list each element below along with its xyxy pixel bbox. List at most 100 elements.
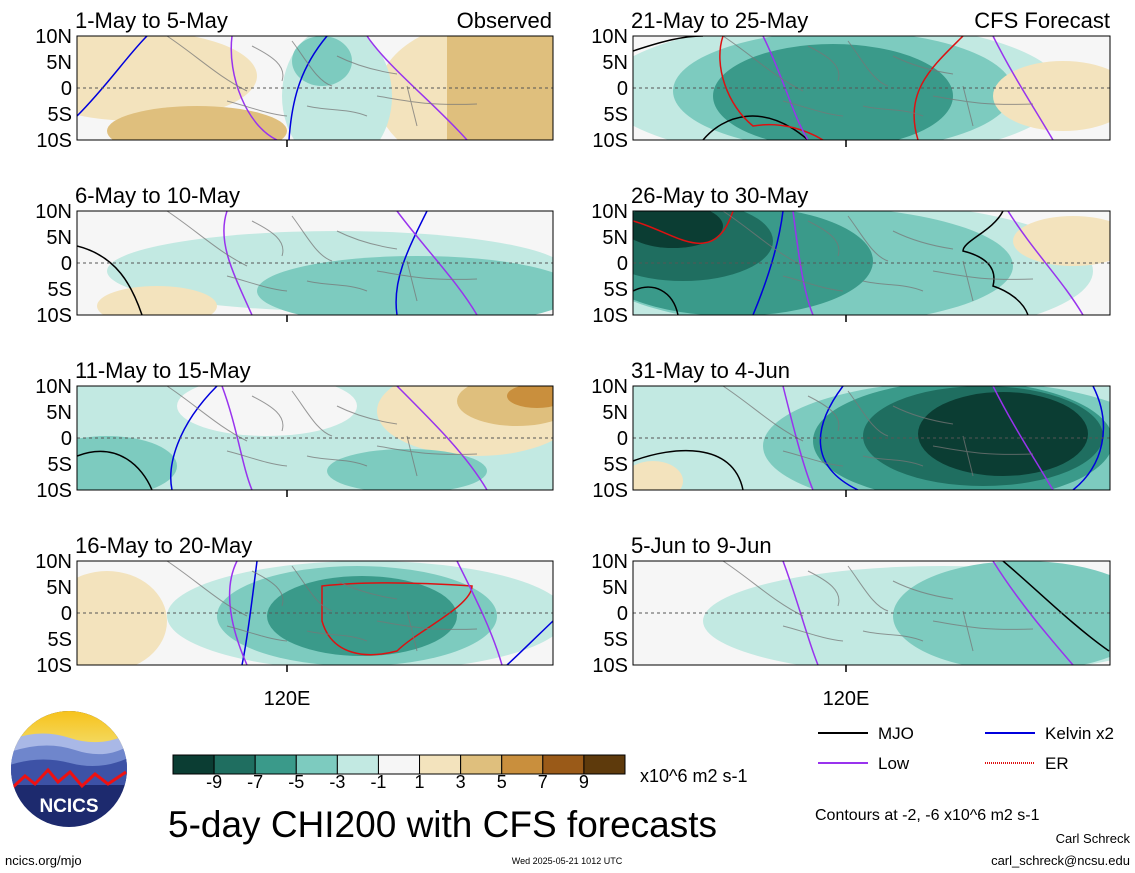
footer-email: carl_schreck@ncsu.edu — [991, 853, 1130, 868]
contour-note: Contours at -2, -6 x10^6 m2 s-1 — [815, 807, 1040, 824]
map-panel — [76, 35, 554, 147]
legend-label-low: Low — [878, 754, 910, 773]
colorbar-swatch — [419, 754, 462, 775]
lat-tick-label: 0 — [617, 428, 628, 450]
lat-tick-label: 5N — [602, 52, 628, 74]
lat-tick-label: 5N — [46, 227, 72, 249]
lat-tick-label: 10N — [35, 551, 72, 573]
lat-tick-label: 0 — [617, 253, 628, 275]
panel-title: 11-May to 15-May — [75, 358, 251, 383]
colorbar-tick-label: -1 — [370, 772, 386, 792]
colorbar-tick-label: 5 — [497, 772, 507, 792]
footer-author: Carl Schreck — [1056, 831, 1131, 846]
lat-tick-label: 10N — [35, 26, 72, 48]
lon-label-right: 120E — [823, 688, 870, 710]
lat-tick-label: 10S — [36, 480, 72, 502]
lat-tick-label: 5S — [48, 104, 72, 126]
lat-tick-label: 10S — [592, 655, 628, 677]
colorbar-tick-label: -5 — [288, 772, 304, 792]
footer-timestamp: Wed 2025-05-21 1012 UTC — [512, 856, 623, 866]
panel-title: 26-May to 30-May — [631, 183, 808, 208]
lat-tick-label: 10N — [35, 376, 72, 398]
lat-tick-label: 10S — [592, 130, 628, 152]
panels-layer — [76, 35, 1111, 672]
colorbar-swatch — [460, 754, 503, 775]
lat-tick-label: 10S — [592, 305, 628, 327]
colorbar-units: x10^6 m2 s-1 — [640, 766, 748, 786]
colorbar-swatch — [501, 754, 544, 775]
lat-tick-label: 0 — [61, 603, 72, 625]
panel-frame — [76, 385, 554, 491]
panel-frame — [632, 385, 1111, 491]
map-panel — [632, 560, 1111, 672]
lat-tick-label: 5N — [602, 577, 628, 599]
main-title: 5-day CHI200 with CFS forecasts — [168, 804, 717, 845]
lat-tick-label: 5S — [604, 629, 628, 651]
lat-tick-label: 10N — [35, 201, 72, 223]
lat-tick-label: 10N — [591, 551, 628, 573]
panel-title: 21-May to 25-May — [631, 8, 808, 33]
observed-label: Observed — [457, 8, 552, 33]
map-panel — [76, 560, 554, 672]
colorbar-swatch — [542, 754, 585, 775]
map-panel — [76, 385, 554, 497]
lat-tick-label: 0 — [61, 428, 72, 450]
lat-tick-label: 0 — [61, 78, 72, 100]
logo-text: NCICS — [39, 796, 98, 817]
lat-tick-label: 5N — [46, 402, 72, 424]
lat-tick-label: 5N — [602, 227, 628, 249]
lat-tick-label: 5S — [48, 279, 72, 301]
lat-tick-label: 5S — [48, 454, 72, 476]
legend-label-mjo: MJO — [878, 724, 914, 743]
lat-tick-label: 5S — [604, 279, 628, 301]
panel-frame — [76, 35, 554, 141]
panel-frame — [76, 560, 554, 666]
lat-tick-label: 0 — [617, 78, 628, 100]
lat-tick-label: 5N — [46, 577, 72, 599]
colorbar-tick-label: 9 — [579, 772, 589, 792]
lat-tick-label: 5S — [604, 454, 628, 476]
lat-tick-label: 5S — [48, 629, 72, 651]
lat-tick-label: 10N — [591, 26, 628, 48]
colorbar: -9 -7 -5 -3 -1 1 3 5 7 9 — [172, 754, 626, 792]
panel-frame — [632, 210, 1111, 316]
lon-label-left: 120E — [264, 688, 311, 710]
map-panel — [632, 35, 1111, 147]
lat-tick-label: 10S — [36, 655, 72, 677]
legend: MJO Kelvin x2 Low ER — [818, 724, 1114, 773]
panel-title: 31-May to 4-Jun — [631, 358, 790, 383]
forecast-label: CFS Forecast — [974, 8, 1110, 33]
panel-title: 16-May to 20-May — [75, 533, 252, 558]
panel-title: 5-Jun to 9-Jun — [631, 533, 772, 558]
lat-tick-label: 5S — [604, 104, 628, 126]
lat-tick-label: 10S — [36, 305, 72, 327]
lat-tick-label: 5N — [46, 52, 72, 74]
footer-url: ncics.org/mjo — [5, 853, 82, 868]
ncics-logo: NCICS — [11, 711, 127, 827]
legend-label-er: ER — [1045, 754, 1069, 773]
panel-title: 1-May to 5-May — [75, 8, 228, 33]
lat-tick-label: 10S — [592, 480, 628, 502]
colorbar-tick-label: -3 — [329, 772, 345, 792]
colorbar-tick-label: 7 — [538, 772, 548, 792]
lat-tick-label: 10S — [36, 130, 72, 152]
legend-label-kelvin: Kelvin x2 — [1045, 724, 1114, 743]
map-panel — [632, 385, 1111, 497]
colorbar-tick-label: -9 — [206, 772, 222, 792]
map-panel — [632, 210, 1111, 322]
colorbar-tick-label: 1 — [415, 772, 425, 792]
lat-tick-label: 10N — [591, 201, 628, 223]
panel-frame — [632, 35, 1111, 141]
panel-frame — [76, 210, 554, 316]
panel-title: 6-May to 10-May — [75, 183, 240, 208]
colorbar-swatch — [583, 754, 626, 775]
lat-tick-label: 10N — [591, 376, 628, 398]
map-panel — [76, 210, 554, 322]
lat-tick-label: 5N — [602, 402, 628, 424]
lat-tick-label: 0 — [61, 253, 72, 275]
colorbar-tick-label: -7 — [247, 772, 263, 792]
lat-tick-label: 0 — [617, 603, 628, 625]
panel-frame — [632, 560, 1111, 666]
